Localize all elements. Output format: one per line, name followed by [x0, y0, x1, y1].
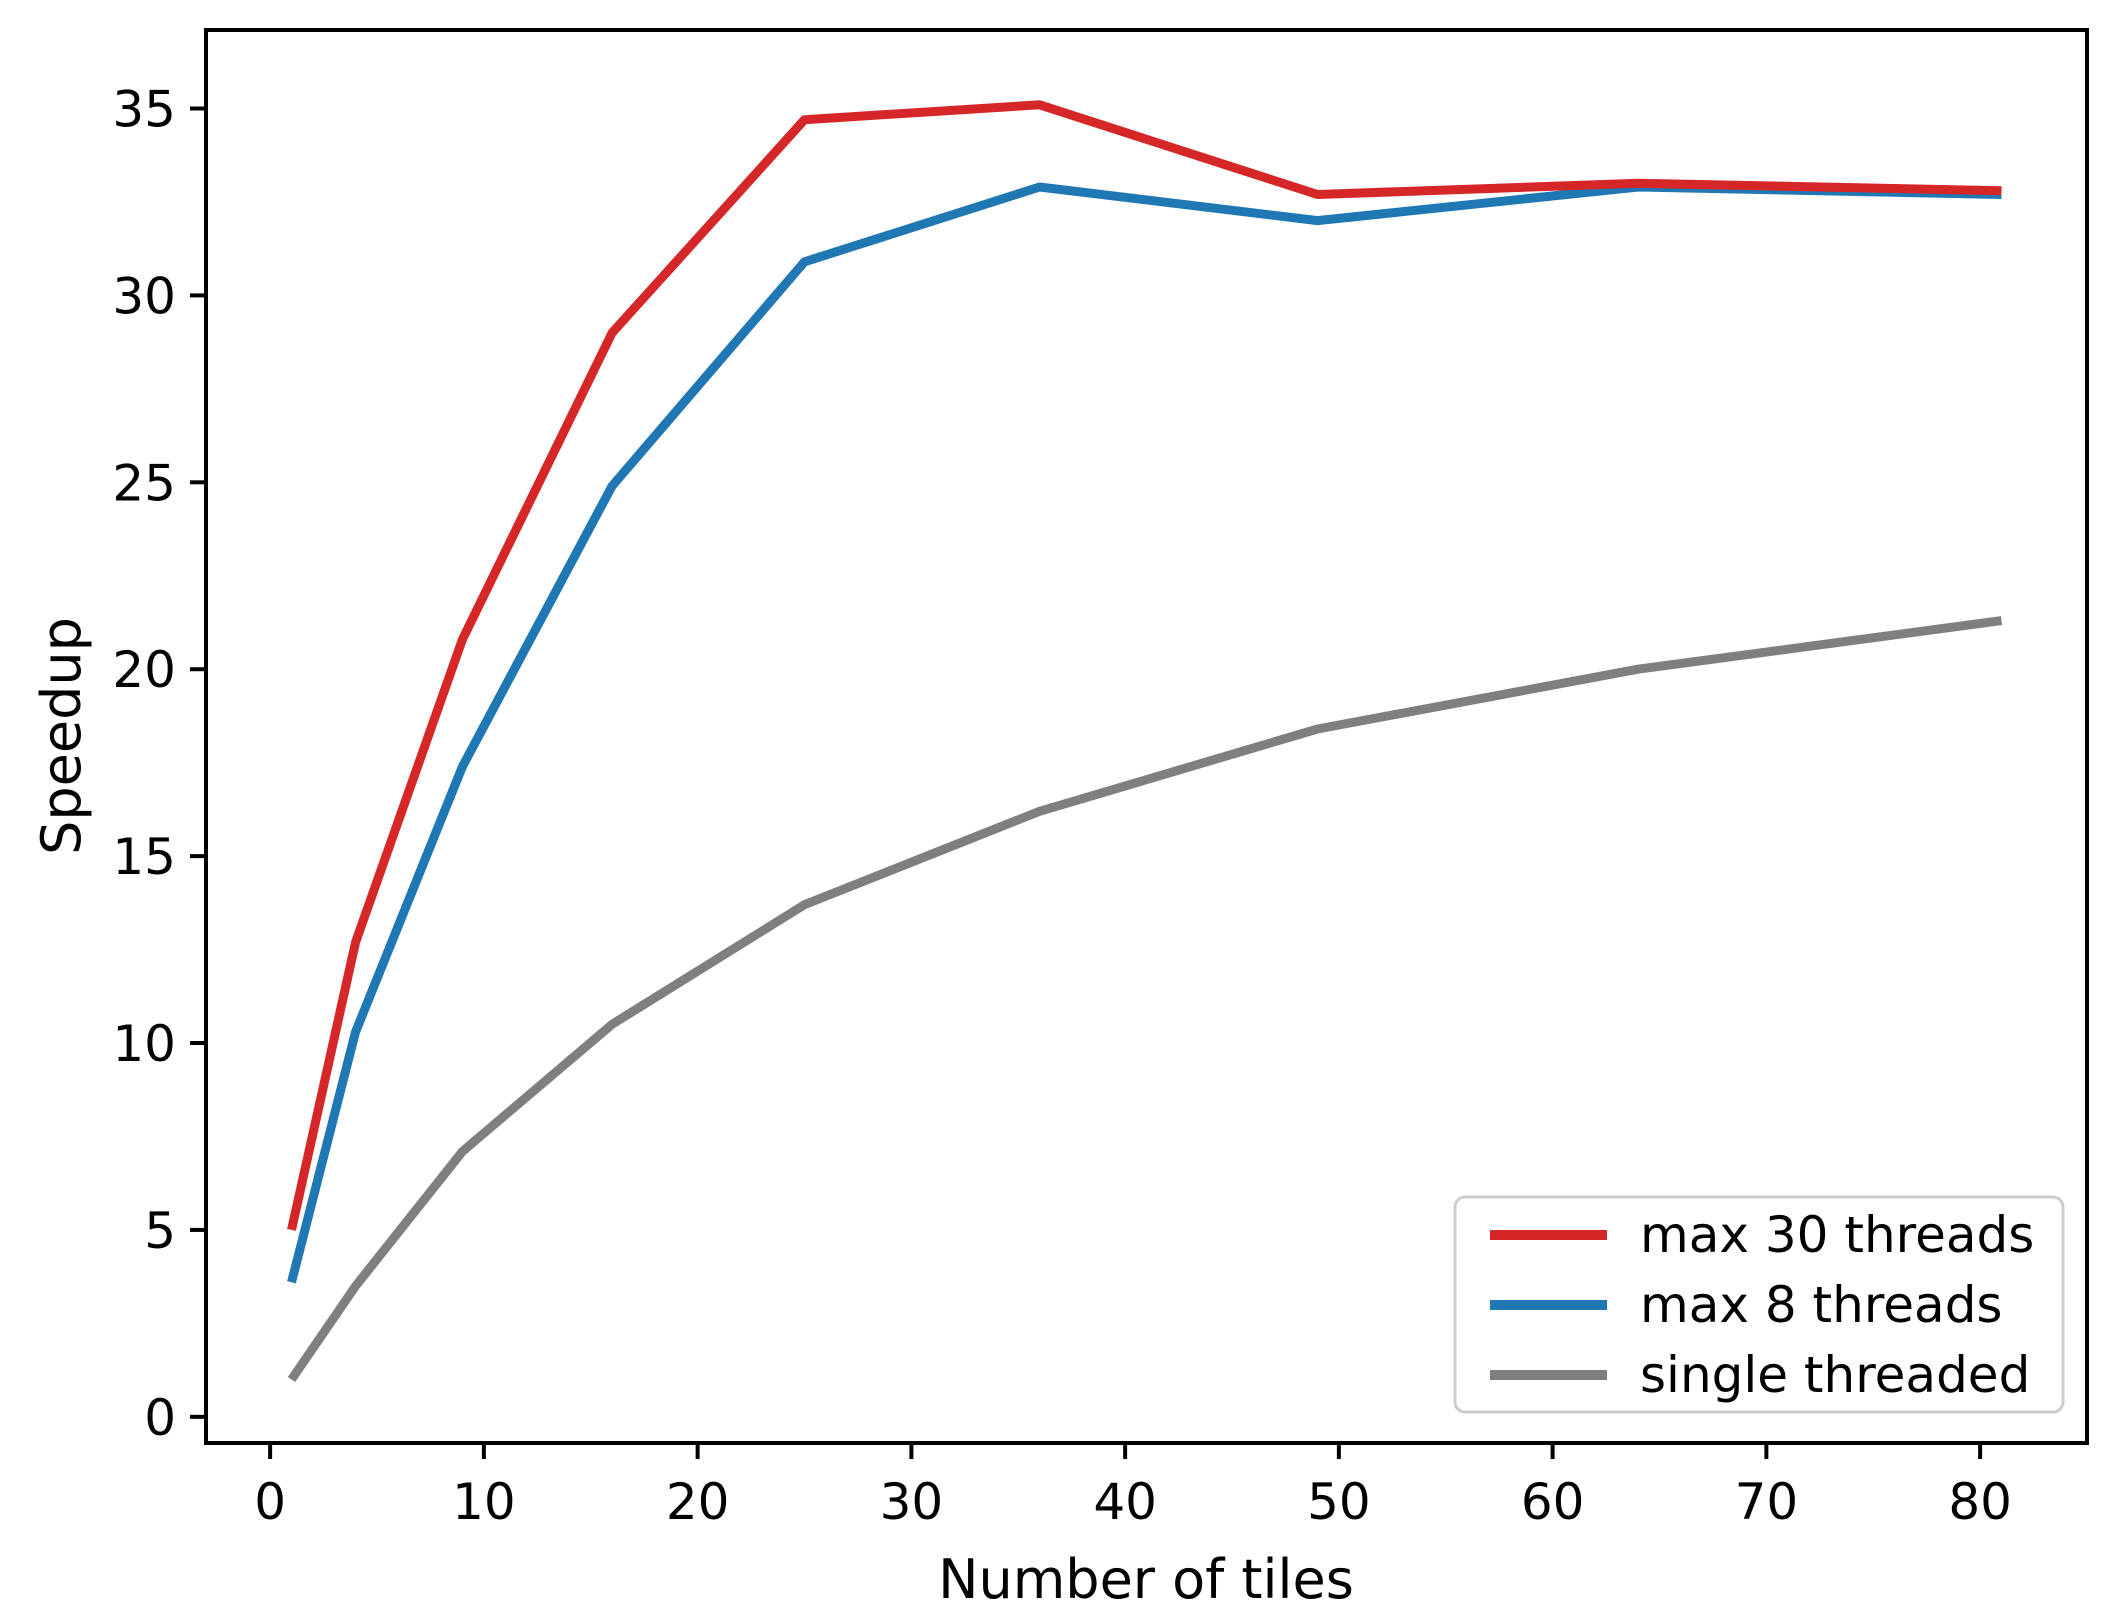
y-tick-label: 25	[112, 454, 176, 512]
axes	[204, 28, 2089, 1445]
legend-item-max-30-threads: max 30 threads	[1490, 1206, 2034, 1264]
legend: max 30 threads max 8 threads single thread…	[1453, 1195, 2065, 1414]
x-tick-label: 50	[1307, 1473, 1371, 1531]
series-line-single-threaded	[287, 616, 2003, 1383]
legend-label: max 30 threads	[1640, 1206, 2034, 1264]
x-tick-label: 0	[254, 1473, 286, 1531]
x-tick-label: 60	[1521, 1473, 1585, 1531]
legend-item-max-8-threads: max 8 threads	[1490, 1276, 2002, 1334]
legend-label: max 8 threads	[1640, 1276, 2002, 1334]
y-tick-label: 15	[112, 828, 176, 886]
plot-lines	[287, 100, 2003, 1383]
x-tick-label: 80	[1948, 1473, 2012, 1531]
legend-label: single threaded	[1640, 1346, 2030, 1404]
x-tick-label: 30	[880, 1473, 944, 1531]
plot-border	[204, 28, 2089, 1445]
y-tick-label: 5	[144, 1202, 176, 1260]
y-tick-label: 35	[112, 81, 176, 139]
y-tick-label: 20	[112, 641, 176, 699]
x-tick-label: 70	[1735, 1473, 1799, 1531]
legend-box	[1453, 1195, 2065, 1414]
x-tick-label: 20	[666, 1473, 730, 1531]
x-tick-label: 40	[1093, 1473, 1157, 1531]
series-line-max-8-threads	[287, 182, 2002, 1284]
y-tick-label: 0	[144, 1389, 176, 1447]
series-line-max-30-threads	[287, 100, 2002, 1231]
y-tick-label: 30	[112, 267, 176, 325]
y-axis-label: Speedup	[30, 617, 93, 855]
tick-marks: 0 10 20 30 40 50 60 70 80 0 5 10 15 20 25 30 35	[112, 81, 2012, 1532]
x-tick-label: 10	[452, 1473, 516, 1531]
legend-item-single-threaded: single threaded	[1490, 1346, 2030, 1404]
y-tick-label: 10	[112, 1015, 176, 1073]
x-axis-label: Number of tiles	[938, 1548, 1354, 1611]
